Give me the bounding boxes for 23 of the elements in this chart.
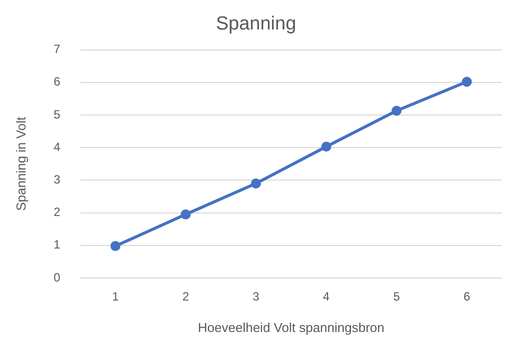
point [392,106,402,116]
x-axis-title: Hoeveelheid Volt spanningsbron [198,320,384,335]
point [321,142,332,152]
x-tick-label: 2 [182,290,190,304]
x-tick-label: 3 [252,290,260,304]
y-tick-label: 3 [54,172,61,187]
x-tick-label: 5 [393,290,400,304]
x-tick-label: 6 [464,290,471,304]
y-tick-label: 5 [54,107,61,122]
y-tick-label: 7 [54,42,61,56]
y-tick-label: 2 [54,205,61,220]
y-tick-label: 6 [54,74,61,89]
y-tick-label: 0 [54,270,61,284]
x-tick-label: 4 [322,290,330,304]
point [180,209,191,220]
y-tick-label: 1 [54,238,61,252]
point [462,76,472,87]
y-tick-label: 4 [54,140,61,154]
point [110,241,120,252]
x-tick-label: 1 [112,290,120,304]
point [250,178,261,188]
chart-title: Spanning [216,14,296,35]
y-axis-title: Spanning in Volt [13,116,28,211]
